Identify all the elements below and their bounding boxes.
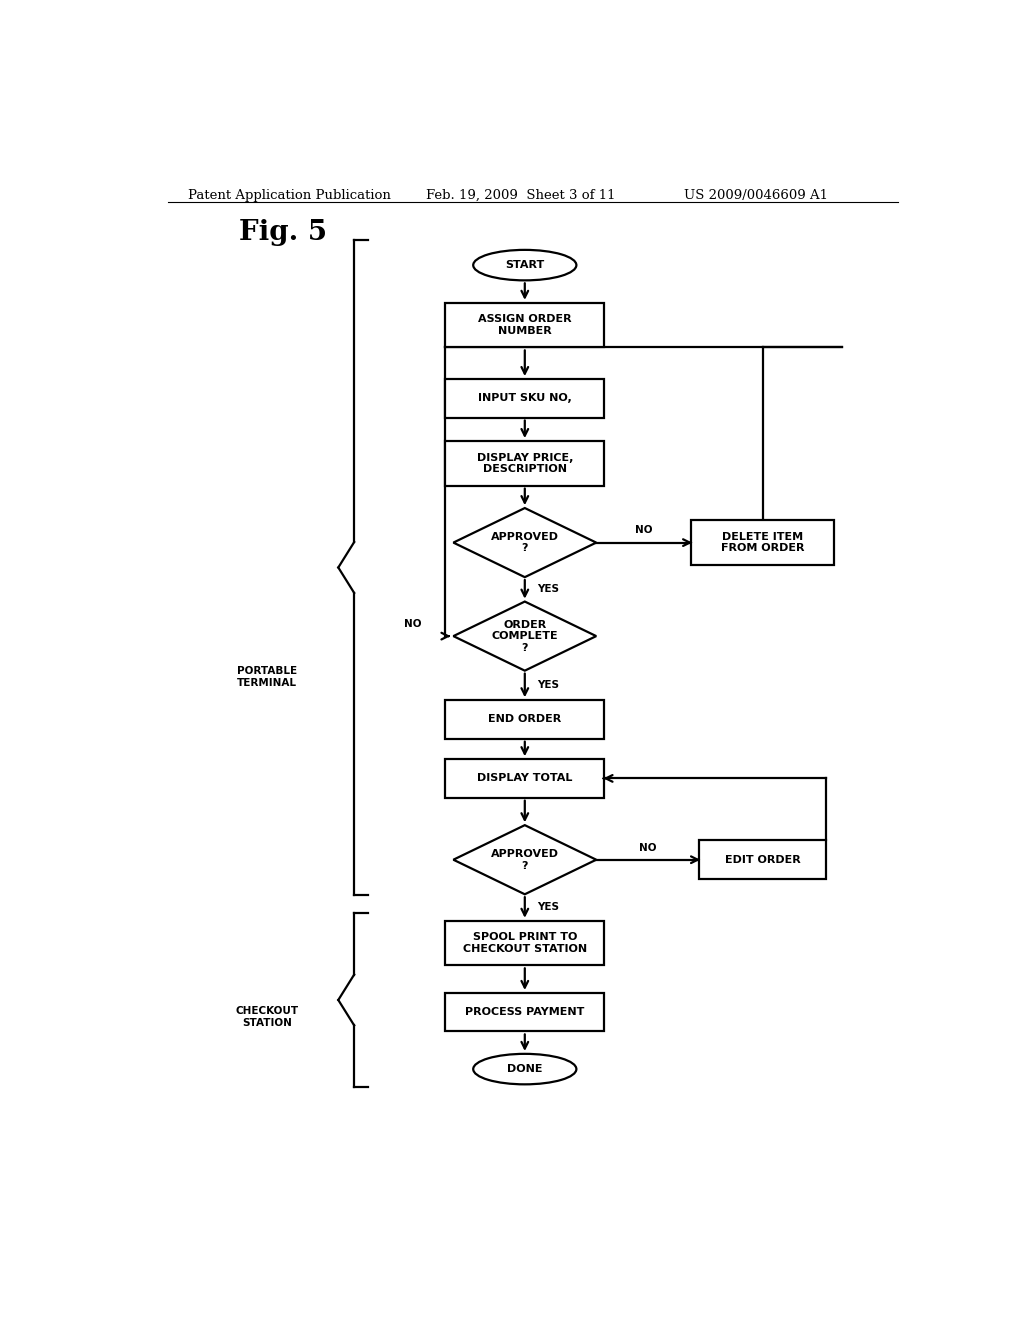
- Text: ORDER
COMPLETE
?: ORDER COMPLETE ?: [492, 619, 558, 652]
- Text: Feb. 19, 2009  Sheet 3 of 11: Feb. 19, 2009 Sheet 3 of 11: [426, 189, 615, 202]
- Text: PORTABLE
TERMINAL: PORTABLE TERMINAL: [237, 667, 297, 688]
- Text: START: START: [505, 260, 545, 271]
- Bar: [445, 993, 604, 1031]
- Text: EDIT ORDER: EDIT ORDER: [725, 855, 801, 865]
- Ellipse shape: [473, 1053, 577, 1084]
- Text: ASSIGN ORDER
NUMBER: ASSIGN ORDER NUMBER: [478, 314, 571, 335]
- Text: CHECKOUT
STATION: CHECKOUT STATION: [236, 1006, 298, 1028]
- Text: DELETE ITEM
FROM ORDER: DELETE ITEM FROM ORDER: [721, 532, 805, 553]
- Text: END ORDER: END ORDER: [488, 714, 561, 725]
- Polygon shape: [454, 602, 596, 671]
- Polygon shape: [454, 508, 596, 577]
- Bar: [445, 379, 604, 417]
- Bar: [445, 700, 604, 739]
- Bar: [445, 441, 604, 486]
- Bar: [445, 921, 604, 965]
- Bar: [699, 841, 826, 879]
- Text: Fig. 5: Fig. 5: [240, 219, 328, 247]
- Text: NO: NO: [404, 619, 422, 628]
- Text: INPUT SKU NO,: INPUT SKU NO,: [478, 393, 571, 404]
- Text: YES: YES: [537, 585, 559, 594]
- Text: PROCESS PAYMENT: PROCESS PAYMENT: [465, 1007, 585, 1018]
- Bar: [445, 302, 604, 347]
- Text: APPROVED
?: APPROVED ?: [490, 849, 559, 870]
- Text: APPROVED
?: APPROVED ?: [490, 532, 559, 553]
- Text: DISPLAY PRICE,
DESCRIPTION: DISPLAY PRICE, DESCRIPTION: [476, 453, 573, 474]
- Text: NO: NO: [639, 842, 656, 853]
- Ellipse shape: [473, 249, 577, 280]
- Text: US 2009/0046609 A1: US 2009/0046609 A1: [684, 189, 827, 202]
- Text: YES: YES: [537, 903, 559, 912]
- Text: NO: NO: [635, 525, 652, 536]
- Bar: [445, 759, 604, 797]
- Text: YES: YES: [537, 680, 559, 690]
- Bar: [691, 520, 835, 565]
- Text: DONE: DONE: [507, 1064, 543, 1074]
- Text: DISPLAY TOTAL: DISPLAY TOTAL: [477, 774, 572, 783]
- Text: Patent Application Publication: Patent Application Publication: [187, 189, 390, 202]
- Text: SPOOL PRINT TO
CHECKOUT STATION: SPOOL PRINT TO CHECKOUT STATION: [463, 932, 587, 954]
- Polygon shape: [454, 825, 596, 894]
